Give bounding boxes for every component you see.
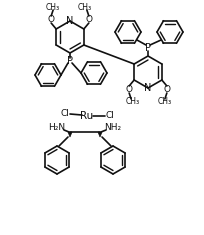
Text: Cl: Cl [60,109,69,118]
Polygon shape [68,132,72,137]
Text: CH₃: CH₃ [46,3,60,12]
Polygon shape [98,132,102,137]
Text: P: P [67,56,73,66]
Text: CH₃: CH₃ [157,98,171,106]
Text: Ru: Ru [80,111,93,121]
Text: O: O [163,86,170,94]
Text: NH₂: NH₂ [104,122,121,132]
Text: P: P [144,43,150,53]
Text: N: N [66,16,73,26]
Text: Cl: Cl [105,110,114,120]
Text: O: O [47,15,54,24]
Text: H₂N: H₂N [48,122,65,132]
Text: CH₃: CH₃ [125,98,140,106]
Text: CH₃: CH₃ [77,3,91,12]
Text: O: O [125,86,132,94]
Text: O: O [85,15,92,24]
Text: N: N [144,83,151,93]
